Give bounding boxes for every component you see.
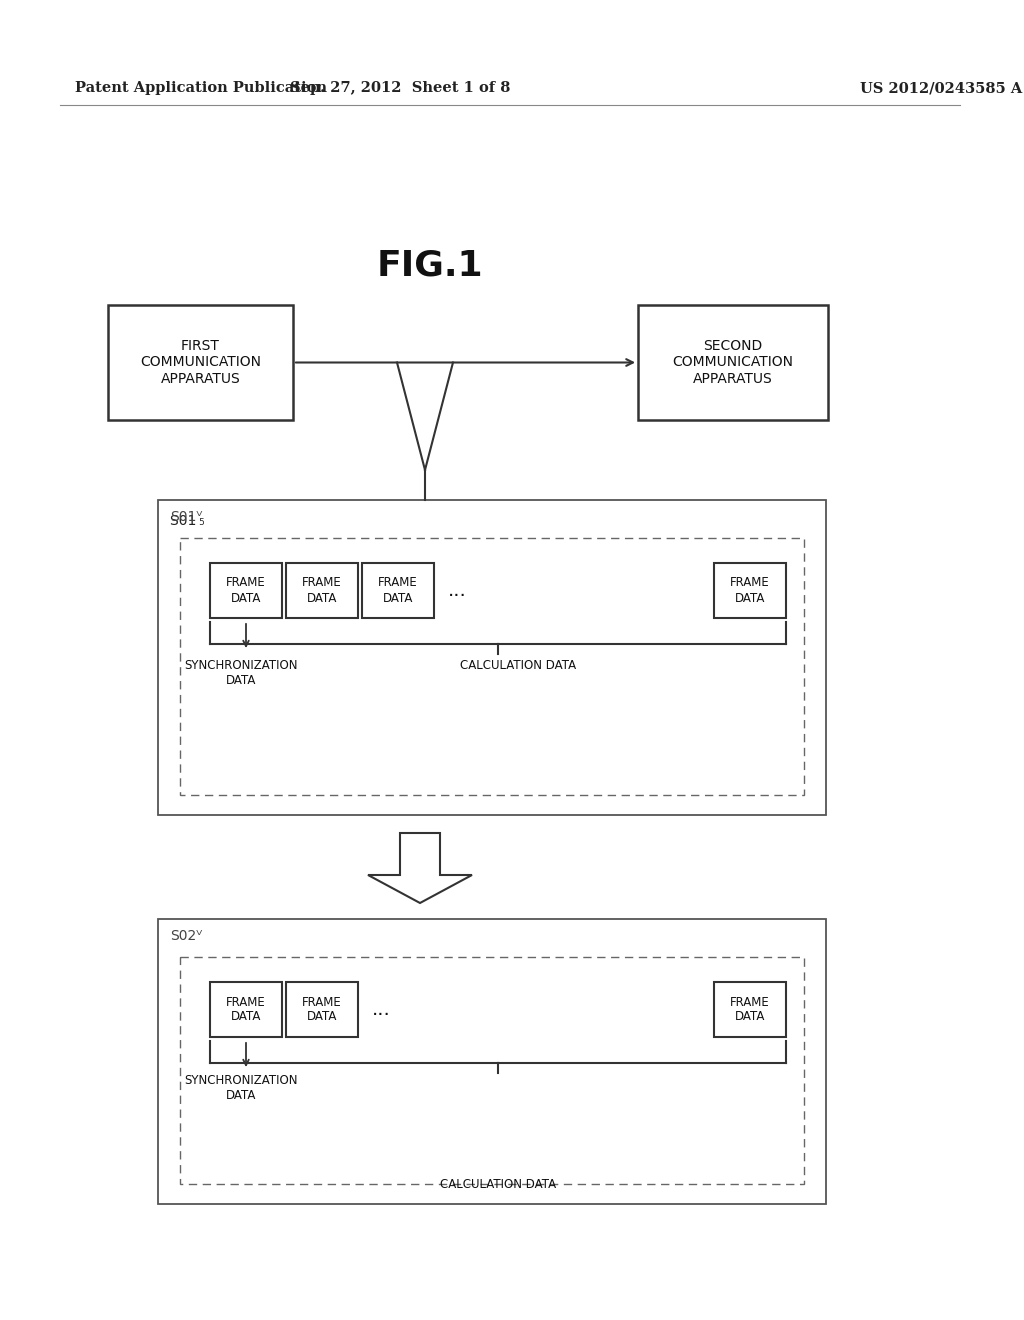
Text: S01ⱽ: S01ⱽ — [170, 510, 203, 524]
Text: FRAME
DATA: FRAME DATA — [378, 577, 418, 605]
Bar — [714, 564, 786, 618]
Text: FRAME
DATA: FRAME DATA — [302, 995, 342, 1023]
Bar — [158, 500, 826, 814]
Text: Sep. 27, 2012  Sheet 1 of 8: Sep. 27, 2012 Sheet 1 of 8 — [290, 81, 510, 95]
Text: FRAME
DATA: FRAME DATA — [730, 995, 770, 1023]
Text: FRAME
DATA: FRAME DATA — [302, 577, 342, 605]
Text: FRAME
DATA: FRAME DATA — [226, 577, 266, 605]
Text: ...: ... — [449, 581, 467, 601]
Text: ...: ... — [372, 1001, 391, 1019]
Bar — [180, 539, 804, 795]
Bar — [714, 982, 786, 1038]
Text: CALCULATION DATA: CALCULATION DATA — [460, 659, 577, 672]
Polygon shape — [368, 833, 472, 903]
Bar — [286, 982, 358, 1038]
Bar — [108, 305, 293, 420]
Text: FIRST
COMMUNICATION
APPARATUS: FIRST COMMUNICATION APPARATUS — [140, 339, 261, 385]
Text: Patent Application Publication: Patent Application Publication — [75, 81, 327, 95]
Text: S02ⱽ: S02ⱽ — [170, 929, 203, 942]
Bar — [362, 564, 434, 618]
Bar — [210, 982, 282, 1038]
Text: S01 ₅: S01 ₅ — [170, 513, 205, 528]
Text: FRAME
DATA: FRAME DATA — [730, 577, 770, 605]
Bar — [210, 564, 282, 618]
Bar — [158, 919, 826, 1204]
Text: CALCULATION DATA: CALCULATION DATA — [440, 1177, 556, 1191]
Bar — [638, 305, 828, 420]
Text: US 2012/0243585 A1: US 2012/0243585 A1 — [860, 81, 1024, 95]
Text: FRAME
DATA: FRAME DATA — [226, 995, 266, 1023]
Text: SYNCHRONIZATION
DATA: SYNCHRONIZATION DATA — [184, 659, 298, 686]
Bar — [180, 957, 804, 1184]
Bar — [286, 564, 358, 618]
Text: SYNCHRONIZATION
DATA: SYNCHRONIZATION DATA — [184, 1074, 298, 1102]
Text: FIG.1: FIG.1 — [377, 248, 483, 282]
Text: SECOND
COMMUNICATION
APPARATUS: SECOND COMMUNICATION APPARATUS — [673, 339, 794, 385]
